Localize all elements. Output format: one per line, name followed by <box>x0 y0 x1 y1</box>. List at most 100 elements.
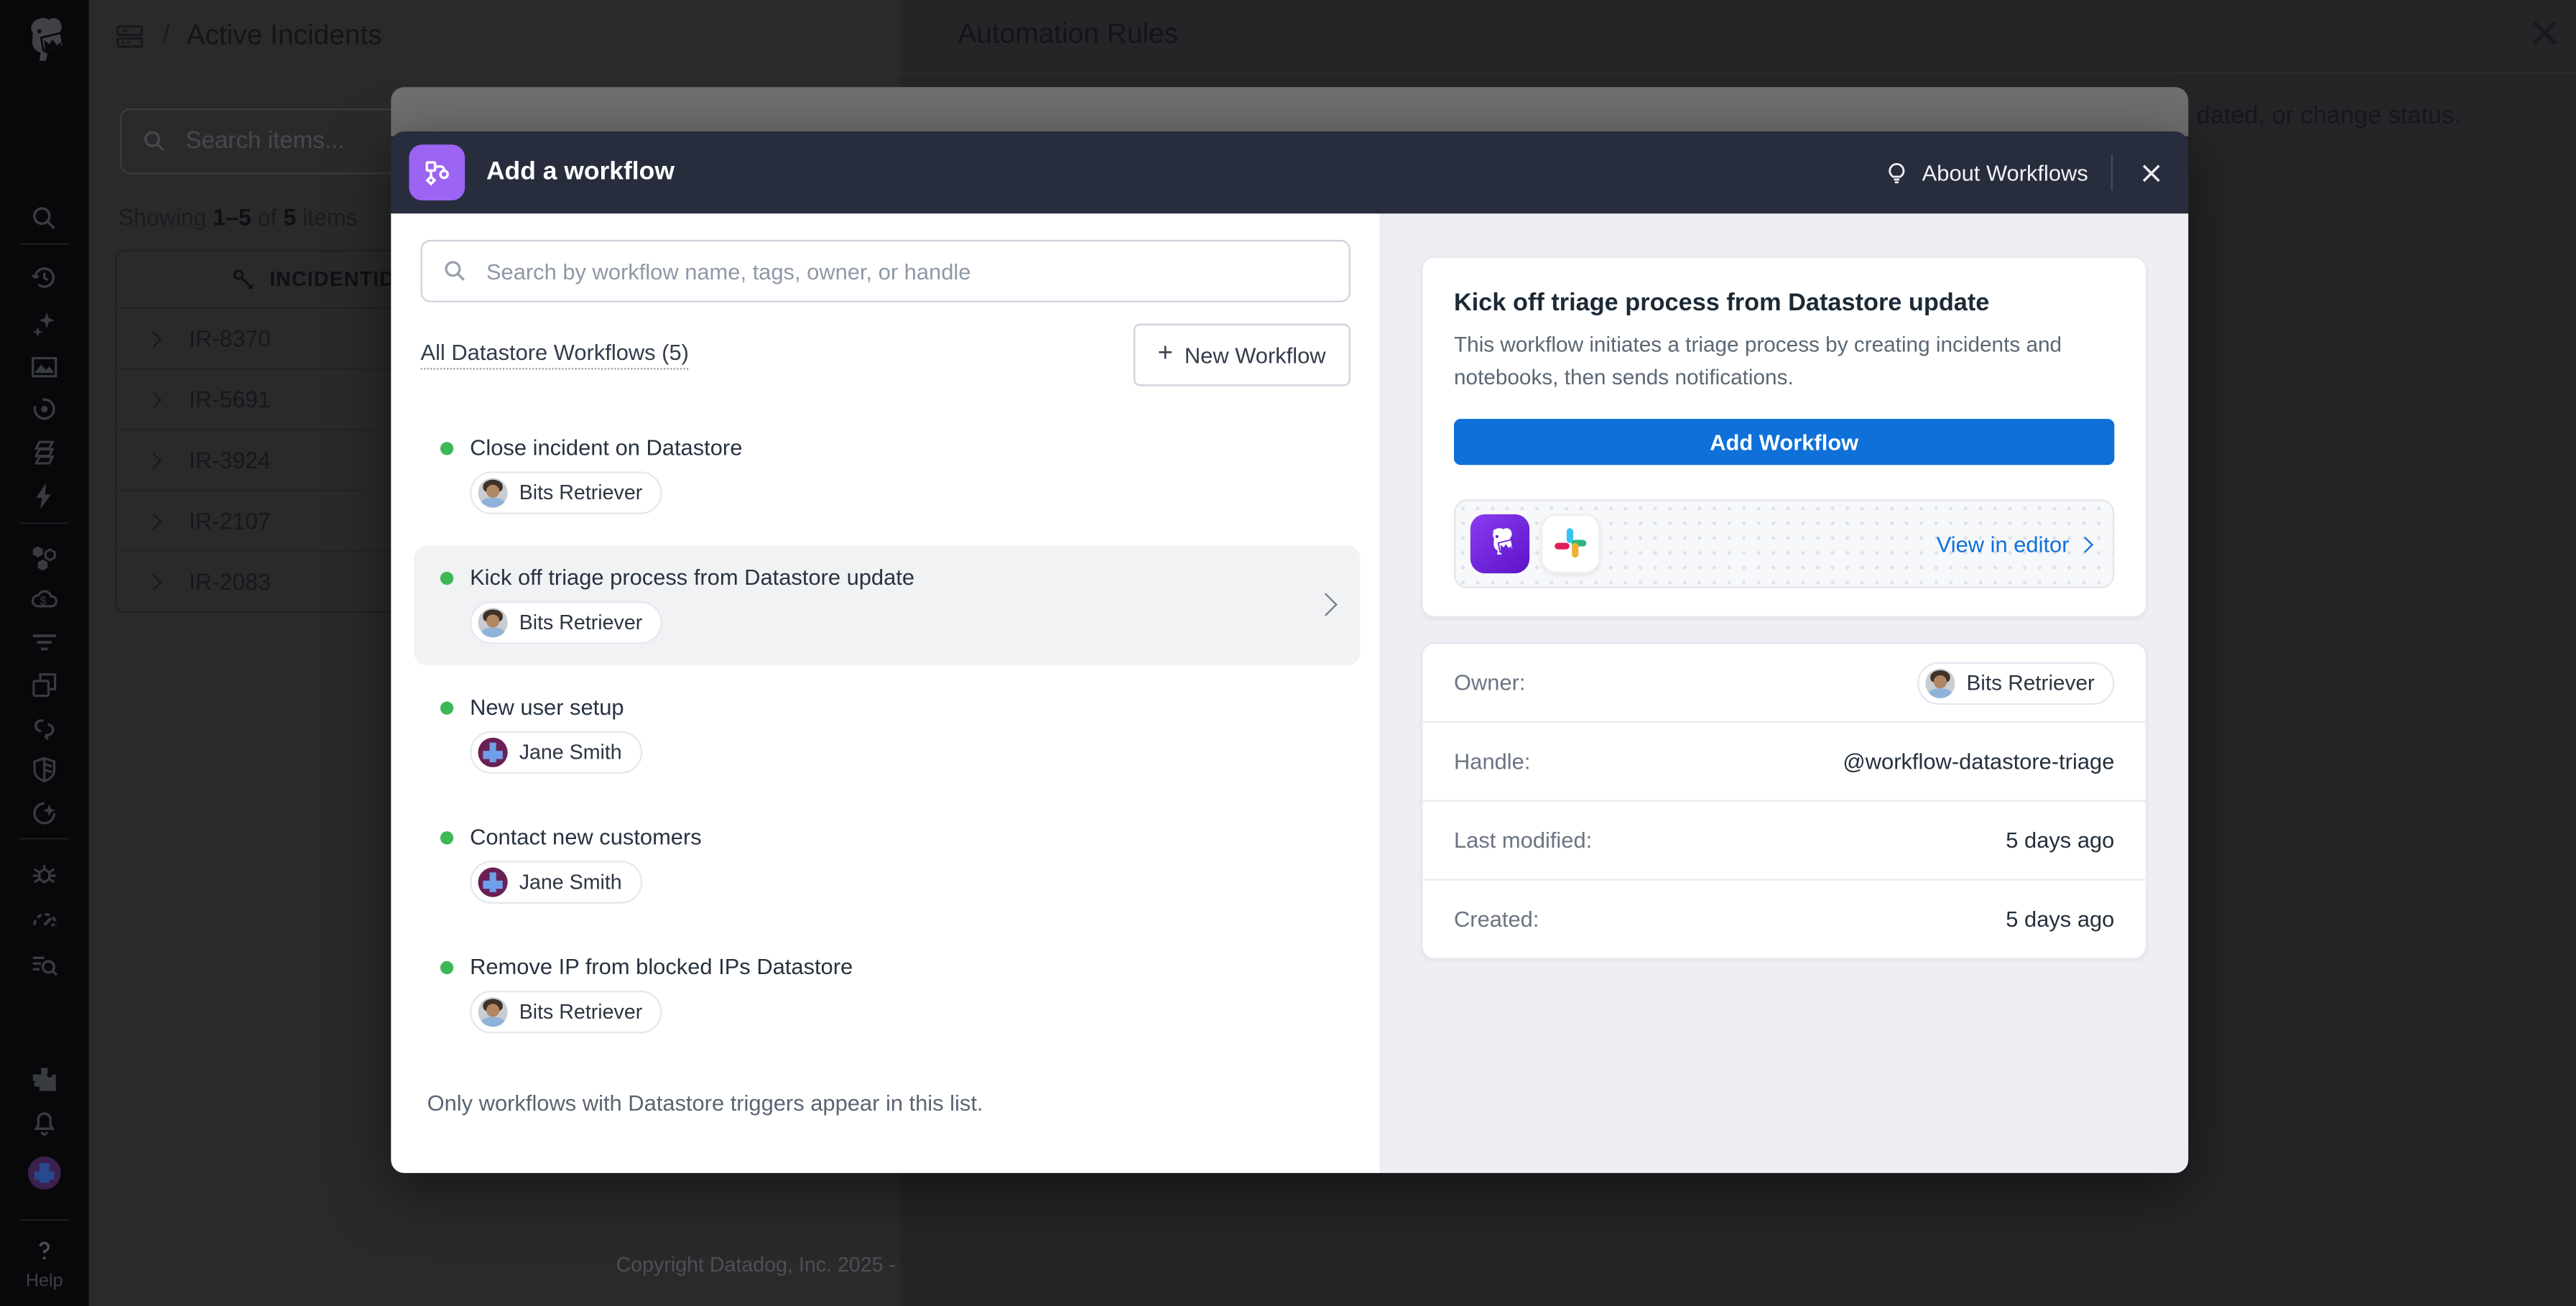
owner-name: Bits Retriever <box>519 1000 643 1024</box>
workflow-list-item[interactable]: Contact new customers Jane Smith <box>414 812 1360 919</box>
sidebar-divider <box>19 838 70 840</box>
workflow-name: Contact new customers <box>470 825 702 850</box>
detail-title: Kick off triage process from Datastore u… <box>1453 289 1990 318</box>
help-label: Help <box>25 1272 63 1292</box>
incident-id[interactable]: IR-5691 <box>189 386 271 413</box>
add-workflow-button[interactable]: Add Workflow <box>1453 419 2115 466</box>
slack-app-icon <box>1541 514 1600 574</box>
workflow-detail-pane: Kick off triage process from Datastore u… <box>1380 213 2189 1173</box>
owner-pill[interactable]: Jane Smith <box>470 861 642 904</box>
workflow-list-item-selected[interactable]: Kick off triage process from Datastore u… <box>414 545 1361 666</box>
bug-icon[interactable] <box>29 861 59 890</box>
detail-description: This workflow initiates a triage process… <box>1453 331 2062 389</box>
breadcrumb: / Active Incidents <box>115 19 382 52</box>
link-loop-icon[interactable] <box>29 713 59 743</box>
incident-id[interactable]: IR-3924 <box>189 447 271 473</box>
status-dot <box>440 830 454 844</box>
avatar <box>1925 667 1955 698</box>
expand-chevron-icon[interactable] <box>144 573 162 590</box>
owner-pill[interactable]: Jane Smith <box>470 731 642 774</box>
log-search-icon[interactable] <box>29 950 59 979</box>
search-icon[interactable] <box>29 204 59 233</box>
workflow-search-input[interactable] <box>483 256 1330 285</box>
sidebar-divider <box>19 243 70 245</box>
page-title: Automation Rules <box>958 18 1179 50</box>
column-header-incidentid: INCIDENTID <box>269 267 396 291</box>
status-dot <box>440 960 454 974</box>
topbar-divider <box>900 72 2576 74</box>
incident-id[interactable]: IR-2083 <box>189 568 271 595</box>
breadcrumb-page-title[interactable]: Active Incidents <box>186 19 382 51</box>
add-workflow-modal: Add a workflow About Workflows All Datas… <box>391 131 2189 1173</box>
property-value: @workflow-datastore-triage <box>1843 749 2115 774</box>
property-value: 5 days ago <box>2006 907 2115 932</box>
integration-strip: View in editor <box>1453 499 2115 588</box>
expand-chevron-icon[interactable] <box>144 391 162 408</box>
owner-pill[interactable]: Bits Retriever <box>470 471 662 514</box>
owner-name: Jane Smith <box>519 871 622 894</box>
owner-name: Bits Retriever <box>519 611 643 634</box>
cloud-cost-icon[interactable]: $ <box>29 585 59 614</box>
hexagons-icon[interactable] <box>29 542 59 572</box>
sparkles-icon[interactable] <box>29 309 59 338</box>
bolt-icon[interactable] <box>29 481 59 511</box>
avatar <box>478 867 508 897</box>
filter-lines-icon[interactable] <box>29 628 59 657</box>
datadog-logo-icon[interactable] <box>15 13 74 72</box>
about-workflows-link[interactable]: About Workflows <box>1884 160 2088 185</box>
search-icon <box>442 258 468 284</box>
owner-pill[interactable]: Bits Retriever <box>470 991 662 1034</box>
workflow-name: New user setup <box>470 695 624 720</box>
target-icon[interactable] <box>29 394 59 424</box>
help-icon[interactable] <box>29 1236 59 1265</box>
view-in-editor-label: View in editor <box>1936 531 2070 557</box>
expand-chevron-icon[interactable] <box>144 330 162 347</box>
metrics-image-icon[interactable] <box>29 351 59 381</box>
modal-header: Add a workflow About Workflows <box>391 131 2189 214</box>
expand-chevron-icon[interactable] <box>144 452 162 468</box>
sidebar-divider <box>19 1218 70 1221</box>
user-avatar-icon[interactable] <box>27 1157 61 1190</box>
history-icon[interactable] <box>29 263 59 292</box>
avatar <box>478 997 508 1027</box>
search-icon <box>142 128 168 154</box>
workflow-list-item[interactable]: Remove IP from blocked IPs Datastore Bit… <box>414 941 1360 1048</box>
layers-icon[interactable] <box>29 437 59 466</box>
page-close-icon[interactable] <box>2526 15 2562 51</box>
bell-icon[interactable] <box>29 1107 59 1136</box>
workflow-list-item[interactable]: New user setup Jane Smith <box>414 682 1360 789</box>
property-label: Created: <box>1453 907 1539 932</box>
expand-chevron-icon[interactable] <box>144 512 162 529</box>
owner-pill[interactable]: Bits Retriever <box>1917 661 2115 704</box>
windows-icon[interactable] <box>29 670 59 700</box>
incident-id[interactable]: IR-8370 <box>189 325 271 352</box>
plus-icon: + <box>1157 340 1173 369</box>
owner-pill[interactable]: Bits Retriever <box>470 601 662 644</box>
workflow-search-box[interactable] <box>420 239 1350 302</box>
header-divider <box>2111 154 2113 191</box>
workflow-list-item[interactable]: Close incident on Datastore Bits Retriev… <box>414 422 1360 529</box>
app-sidebar: $ Help <box>0 0 89 1306</box>
view-in-editor-link[interactable]: View in editor <box>1936 531 2093 557</box>
gauge-icon[interactable] <box>29 905 59 935</box>
sync-sparkle-icon[interactable] <box>29 798 59 828</box>
modal-close-icon[interactable] <box>2136 158 2165 187</box>
datastore-icon[interactable] <box>115 21 146 52</box>
property-row: Owner: Bits Retriever <box>1422 644 2146 723</box>
shield-icon[interactable] <box>29 756 59 785</box>
datadog-app-icon <box>1470 514 1530 574</box>
puzzle-icon[interactable] <box>29 1065 59 1094</box>
new-workflow-button[interactable]: + New Workflow <box>1133 323 1350 386</box>
workflow-name: Kick off triage process from Datastore u… <box>470 565 915 591</box>
owner-name: Jane Smith <box>519 741 622 764</box>
all-datastore-workflows-link[interactable]: All Datastore Workflows (5) <box>420 340 689 370</box>
modal-title: Add a workflow <box>486 157 675 186</box>
owner-name: Bits Retriever <box>519 481 643 505</box>
workflow-list-pane: All Datastore Workflows (5) + New Workfl… <box>391 213 1381 1173</box>
incident-id[interactable]: IR-2107 <box>189 507 271 534</box>
table-row[interactable]: IR-2083 <box>116 552 900 611</box>
status-dot <box>440 441 454 455</box>
property-row: Last modified: 5 days ago <box>1422 802 2146 881</box>
status-dot <box>440 570 454 585</box>
